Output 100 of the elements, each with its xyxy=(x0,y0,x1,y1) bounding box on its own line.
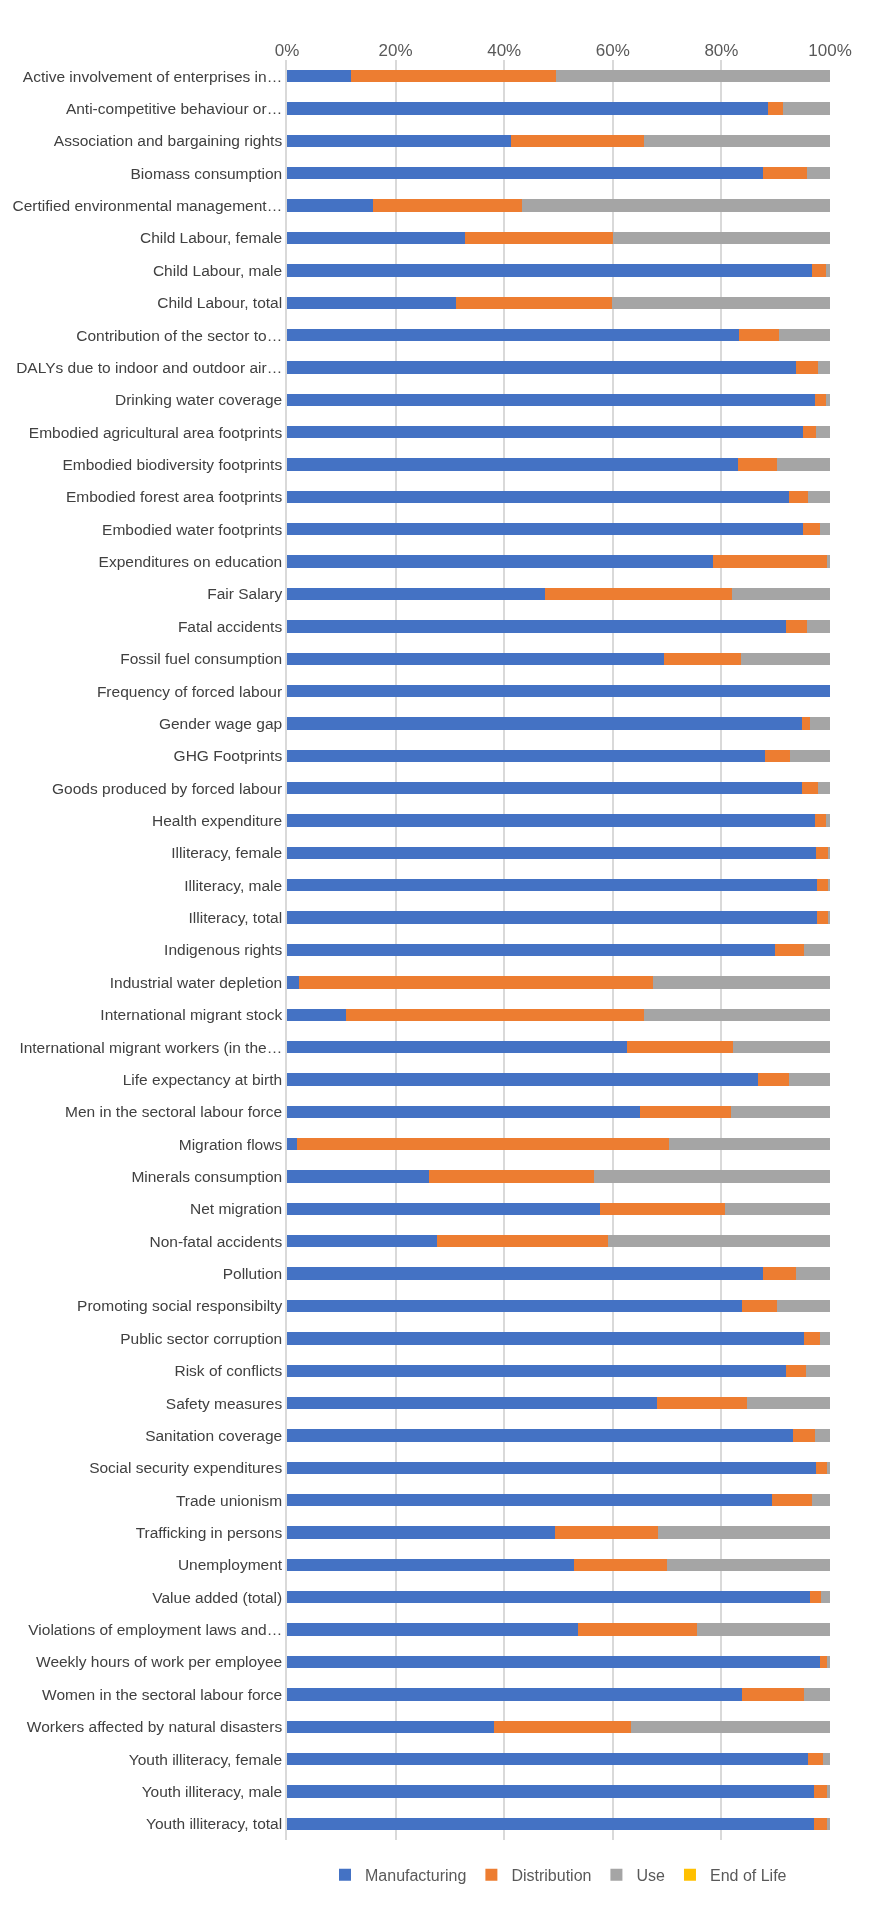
bar xyxy=(767,102,783,115)
bar xyxy=(764,749,790,762)
bar xyxy=(287,1623,578,1636)
bar xyxy=(287,1299,743,1313)
y-tick-label: Contribution of the sector to… xyxy=(76,326,283,344)
bar xyxy=(817,782,830,795)
bar xyxy=(825,264,830,277)
y-tick-label: Association and bargaining rights xyxy=(53,132,283,150)
bar xyxy=(287,1170,430,1183)
bar xyxy=(776,458,830,471)
bar xyxy=(821,1591,830,1604)
y-tick-label: Fair Salary xyxy=(207,585,283,603)
bar xyxy=(807,1752,824,1766)
bar xyxy=(807,490,830,504)
bar xyxy=(287,1073,758,1086)
bar xyxy=(809,1591,822,1604)
y-tick-label: Illiteracy, female xyxy=(171,844,283,862)
bar xyxy=(669,1138,830,1151)
y-tick-label: Sanitation coverage xyxy=(145,1426,283,1444)
bar xyxy=(437,1235,608,1248)
bar xyxy=(429,1170,594,1183)
y-tick-label: Net migration xyxy=(189,1200,283,1218)
bar xyxy=(287,1785,814,1798)
x-tick-label: 80% xyxy=(704,40,739,60)
y-tick-label: Risk of conflicts xyxy=(174,1362,283,1380)
y-tick-label: Youth illiteracy, total xyxy=(146,1815,283,1833)
y-tick-label: Health expenditure xyxy=(152,811,283,829)
bar xyxy=(712,555,827,568)
y-tick-label: Life expectancy at birth xyxy=(122,1070,283,1088)
legend-label: Manufacturing xyxy=(365,1866,467,1884)
y-tick-label: Fossil fuel consumption xyxy=(120,650,283,668)
bar xyxy=(763,1267,797,1280)
bar xyxy=(826,555,830,568)
bar xyxy=(819,1655,827,1669)
bar xyxy=(573,1558,667,1572)
bar xyxy=(287,1364,787,1377)
bar xyxy=(782,102,830,115)
bar xyxy=(814,393,826,406)
bar xyxy=(776,1299,830,1313)
bar xyxy=(287,717,802,730)
bar xyxy=(812,264,826,277)
bar xyxy=(820,523,830,536)
bar xyxy=(657,1396,748,1410)
bar xyxy=(287,749,765,762)
bar xyxy=(287,1396,658,1410)
y-tick-label: Biomass consumption xyxy=(130,164,283,182)
y-tick-label: Pollution xyxy=(222,1265,283,1283)
bar xyxy=(826,1655,830,1669)
y-tick-label: International migrant stock xyxy=(100,1006,283,1024)
bar xyxy=(287,587,546,601)
bar xyxy=(826,1461,830,1474)
bar xyxy=(287,814,815,827)
bar xyxy=(666,1558,830,1572)
bar xyxy=(820,1332,830,1345)
bar xyxy=(763,167,807,180)
bar xyxy=(287,199,373,212)
bar xyxy=(345,1008,644,1021)
bar xyxy=(545,587,732,601)
bar xyxy=(522,199,830,212)
bar xyxy=(299,976,653,989)
bar xyxy=(806,167,830,180)
bar xyxy=(738,458,777,471)
bar xyxy=(804,943,830,957)
bar xyxy=(287,102,768,115)
bar xyxy=(814,814,827,827)
bar xyxy=(287,1332,805,1345)
bar xyxy=(287,70,351,83)
bar xyxy=(826,1817,830,1830)
bar xyxy=(287,490,789,504)
bar xyxy=(731,587,830,601)
bar xyxy=(287,361,796,374)
bar xyxy=(813,1785,827,1798)
bar xyxy=(287,231,466,245)
y-tick-label: Violations of employment laws and… xyxy=(28,1621,283,1639)
bar xyxy=(287,1817,814,1830)
bar xyxy=(372,199,523,212)
bar xyxy=(802,426,817,439)
bar xyxy=(287,1138,297,1151)
bar xyxy=(287,1235,438,1248)
bar xyxy=(287,620,787,633)
x-tick-label: 60% xyxy=(595,40,630,60)
y-tick-label: Weekly hours of work per employee xyxy=(36,1653,283,1671)
y-tick-label: Drinking water coverage xyxy=(115,391,283,409)
bar xyxy=(593,1170,830,1183)
y-tick-label: Social security expenditures xyxy=(89,1459,283,1477)
bar xyxy=(757,1073,789,1086)
y-tick-label: International migrant workers (in the… xyxy=(19,1038,283,1056)
y-tick-label: Women in the sectoral labour force xyxy=(42,1685,283,1703)
y-tick-label: Expenditures on education xyxy=(98,553,283,571)
bar xyxy=(455,296,613,309)
bar xyxy=(287,426,803,439)
bar xyxy=(786,1364,806,1377)
bar xyxy=(809,717,830,730)
y-tick-label: Men in the sectoral labour force xyxy=(65,1103,283,1121)
bar xyxy=(696,1623,830,1636)
bar xyxy=(554,1526,659,1539)
bar xyxy=(813,1817,827,1830)
bar xyxy=(287,879,817,892)
bar xyxy=(804,1332,821,1345)
bar xyxy=(296,1138,670,1151)
